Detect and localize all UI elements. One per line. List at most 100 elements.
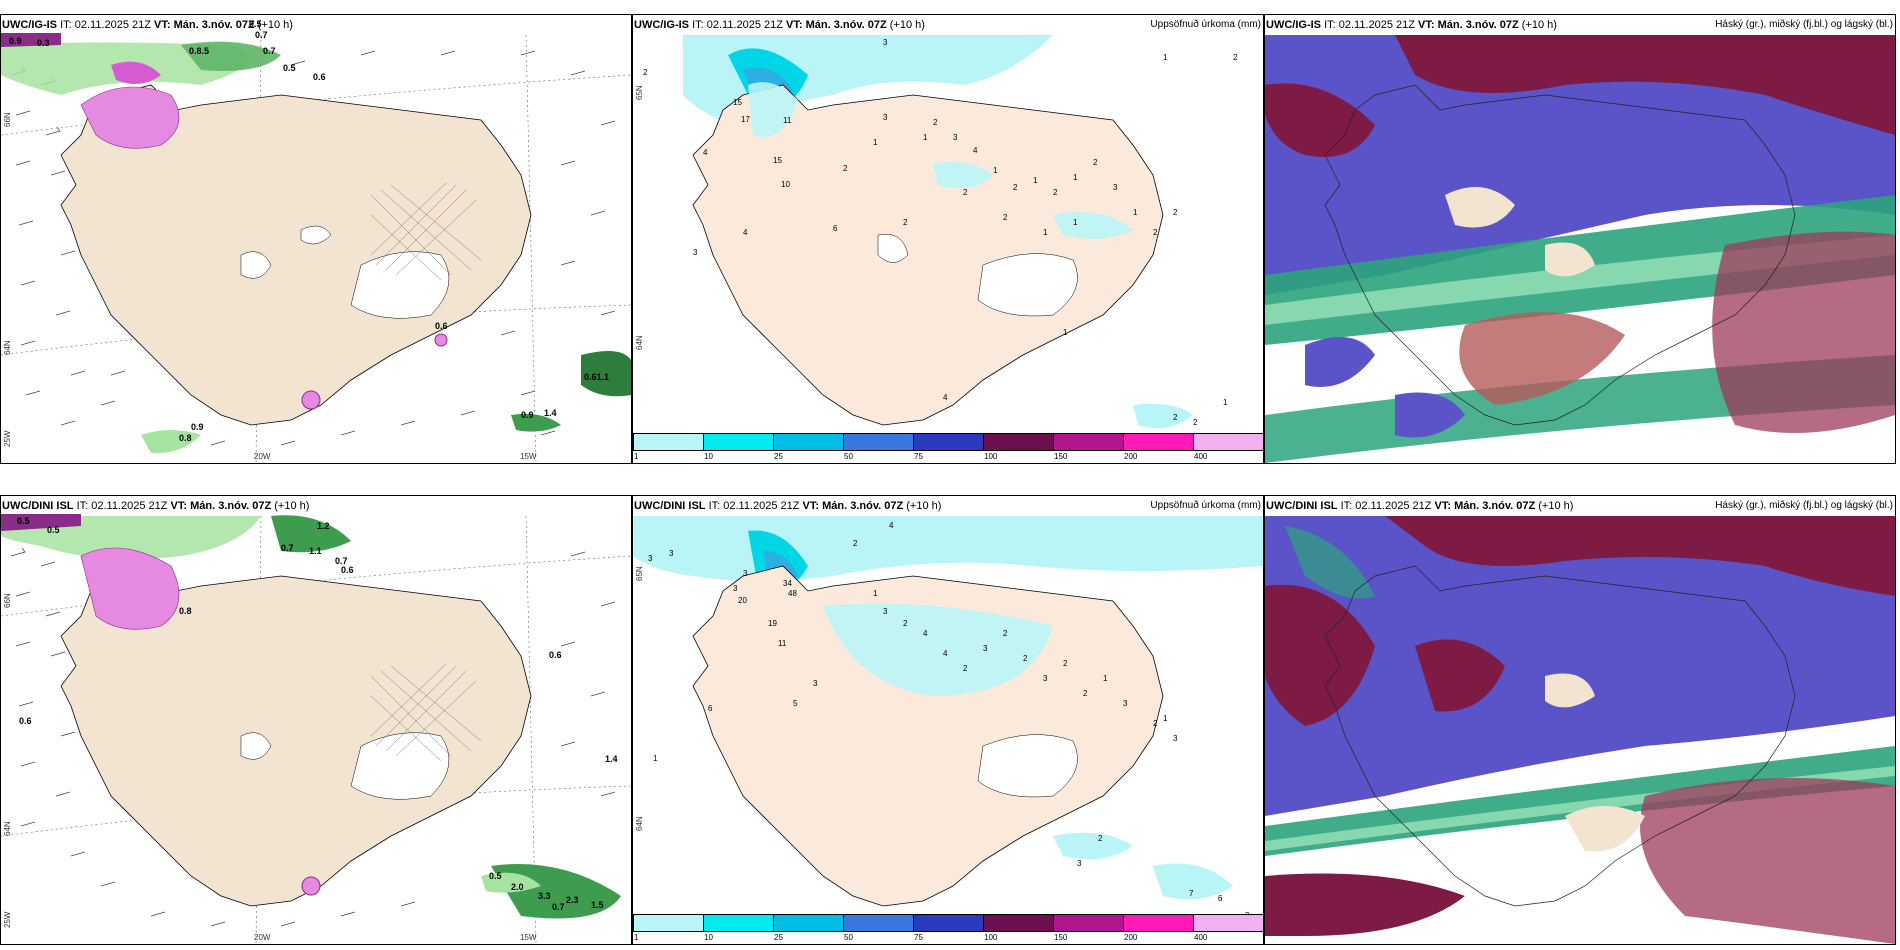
- colorbar-tick-label: 1: [634, 452, 639, 461]
- precip-value: 48: [788, 589, 797, 598]
- precip-value: 17: [741, 115, 750, 124]
- wind-panel-bottom: UWC/DINI ISL IT: 02.11.2025 21Z VT: Mán.…: [0, 495, 632, 945]
- wind-value: 0.9: [521, 410, 534, 420]
- wind-panel-top: UWC/IG-IS IT: 02.11.2025 21Z VT: Mán. 3.…: [0, 14, 632, 464]
- lon-label: 15W: [520, 452, 537, 461]
- precip-value: 1: [1163, 53, 1168, 62]
- colorbar-tick-label: 50: [844, 933, 853, 942]
- precip-panel-bottom: UWC/DINI ISL IT: 02.11.2025 21Z VT: Mán.…: [632, 495, 1264, 945]
- wind-value: 0.5: [17, 516, 30, 526]
- wind-value: 1.5: [591, 900, 604, 910]
- iceland-land: [692, 84, 1164, 426]
- colorbar-swatch: [1123, 914, 1194, 932]
- cloud-panel-bottom: UWC/DINI ISL IT: 02.11.2025 21Z VT: Mán.…: [1264, 495, 1896, 945]
- precip-value: 3: [953, 133, 958, 142]
- colorbar-swatch: [1193, 914, 1263, 932]
- precip-value: 20: [738, 596, 747, 605]
- panel-title: UWC/IG-IS IT: 02.11.2025 21Z VT: Mán. 3.…: [633, 17, 1263, 33]
- init-time: IT: 02.11.2025 21Z: [76, 500, 168, 512]
- precip-value: 2: [853, 539, 858, 548]
- valid-time: VT: Mán. 3.nóv. 07Z: [1418, 19, 1519, 31]
- colorbar-swatch: [913, 433, 984, 451]
- colorbar-swatch: [703, 433, 774, 451]
- wind-value: 0.5: [47, 525, 60, 535]
- lon-label: 15W: [520, 933, 537, 942]
- colorbar-tick-label: 50: [844, 452, 853, 461]
- lon-label: 20W: [254, 452, 271, 461]
- colorbar-tick-label: 150: [1054, 452, 1068, 461]
- precip-value: 2: [1053, 188, 1058, 197]
- model-name: UWC/DINI ISL: [1266, 500, 1338, 512]
- wind-value: 1.4: [544, 408, 557, 418]
- wind-value: 1.1: [309, 546, 322, 556]
- map-frame: UWC/IG-IS IT: 02.11.2025 21Z VT: Mán. 3.…: [632, 14, 1264, 464]
- field-name: Uppsöfnuð úrkoma (mm): [1150, 500, 1261, 511]
- init-time: IT: 02.11.2025 21Z: [692, 19, 783, 31]
- colorbar-swatch: [843, 914, 914, 932]
- precip-value: 1: [1103, 674, 1108, 683]
- cloud-map: [1265, 516, 1895, 944]
- precip-value: 3: [1123, 699, 1128, 708]
- wind-value: 0.7: [281, 543, 294, 553]
- precip-value: 4: [923, 629, 928, 638]
- lead-time: (+10 h): [1538, 500, 1574, 512]
- precip-value: 3: [883, 113, 888, 122]
- colorbar-swatch: [913, 914, 984, 932]
- panel-title: UWC/IG-IS IT: 02.11.2025 21Z VT: Mán. 3.…: [1265, 17, 1895, 33]
- wind-value: 0.7: [552, 902, 565, 912]
- wind-value: 0.8: [179, 433, 192, 443]
- wind-value: 0.6: [549, 650, 562, 660]
- precip-value: 1: [873, 138, 878, 147]
- precip-map: 2 3 15 17 11 4 15 10 2 6 2 3 4 3 1 1 2 3…: [643, 35, 1248, 442]
- map-frame: UWC/DINI ISL IT: 02.11.2025 21Z VT: Mán.…: [632, 495, 1264, 945]
- precip-value: 1: [1063, 328, 1068, 337]
- colorbar-swatch: [843, 433, 914, 451]
- colorbar-tick-label: 400: [1194, 452, 1208, 461]
- lat-label: 64N: [3, 821, 12, 836]
- colorbar-swatch: [1193, 433, 1263, 451]
- precip-value: 11: [778, 639, 787, 648]
- wind-value: 0.6: [19, 716, 32, 726]
- precip-map: 3 4 3 2 3 3 20 34 48 19 11 6 5 3 1 1 3 2…: [633, 516, 1263, 920]
- colorbar-tick-label: 25: [774, 933, 783, 942]
- precip-value: 2: [1003, 213, 1008, 222]
- precip-value: 3: [883, 607, 888, 616]
- panel-title: UWC/DINI ISL IT: 02.11.2025 21Z VT: Mán.…: [1, 498, 631, 514]
- lat-label: 64N: [635, 335, 644, 350]
- map-frame: UWC/IG-IS IT: 02.11.2025 21Z VT: Mán. 3.…: [0, 14, 632, 464]
- lat-label: 65N: [635, 85, 644, 100]
- precip-value: 34: [783, 579, 792, 588]
- colorbar-swatch: [633, 914, 704, 932]
- colorbar-swatch: [633, 433, 704, 451]
- valid-time: VT: Mán. 3.nóv. 07Z: [154, 19, 255, 31]
- precip-value: 2: [1013, 183, 1018, 192]
- precip-value: 2: [963, 664, 968, 673]
- panel-title: UWC/DINI ISL IT: 02.11.2025 21Z VT: Mán.…: [1265, 498, 1895, 514]
- precip-value: 6: [833, 224, 838, 233]
- wind-value: 0.7: [263, 46, 276, 56]
- lat-label: 25W: [3, 911, 12, 928]
- wind-value: 0.7: [255, 30, 268, 40]
- colorbar-tick-label: 400: [1194, 933, 1208, 942]
- wind-value: 0.9: [9, 36, 22, 46]
- model-name: UWC/DINI ISL: [2, 500, 74, 512]
- colorbar-swatch: [1123, 433, 1194, 451]
- field-name: Háský (gr.), miðský (fj.bl.) og lágský (…: [1715, 500, 1893, 511]
- precip-value: 3: [693, 248, 698, 257]
- precip-value: 2: [1098, 834, 1103, 843]
- wind-value: 0.5: [489, 871, 502, 881]
- colorbar-tick-label: 25: [774, 452, 783, 461]
- init-time: IT: 02.11.2025 21Z: [60, 19, 151, 31]
- init-time: IT: 02.11.2025 21Z: [1324, 19, 1415, 31]
- precip-value: 1: [1043, 228, 1048, 237]
- colorbar-tick-label: 10: [704, 452, 713, 461]
- colorbar-swatch: [983, 914, 1054, 932]
- lat-label: 66N: [3, 593, 12, 608]
- wind-value: 0.5: [249, 19, 262, 29]
- valid-time: VT: Mán. 3.nóv. 07Z: [802, 500, 904, 512]
- precip-value: 10: [781, 180, 790, 189]
- precip-value: 3: [883, 38, 888, 47]
- precip-value: 1: [993, 166, 998, 175]
- precip-value: 1: [873, 589, 878, 598]
- wind-value: 0.5: [283, 63, 296, 73]
